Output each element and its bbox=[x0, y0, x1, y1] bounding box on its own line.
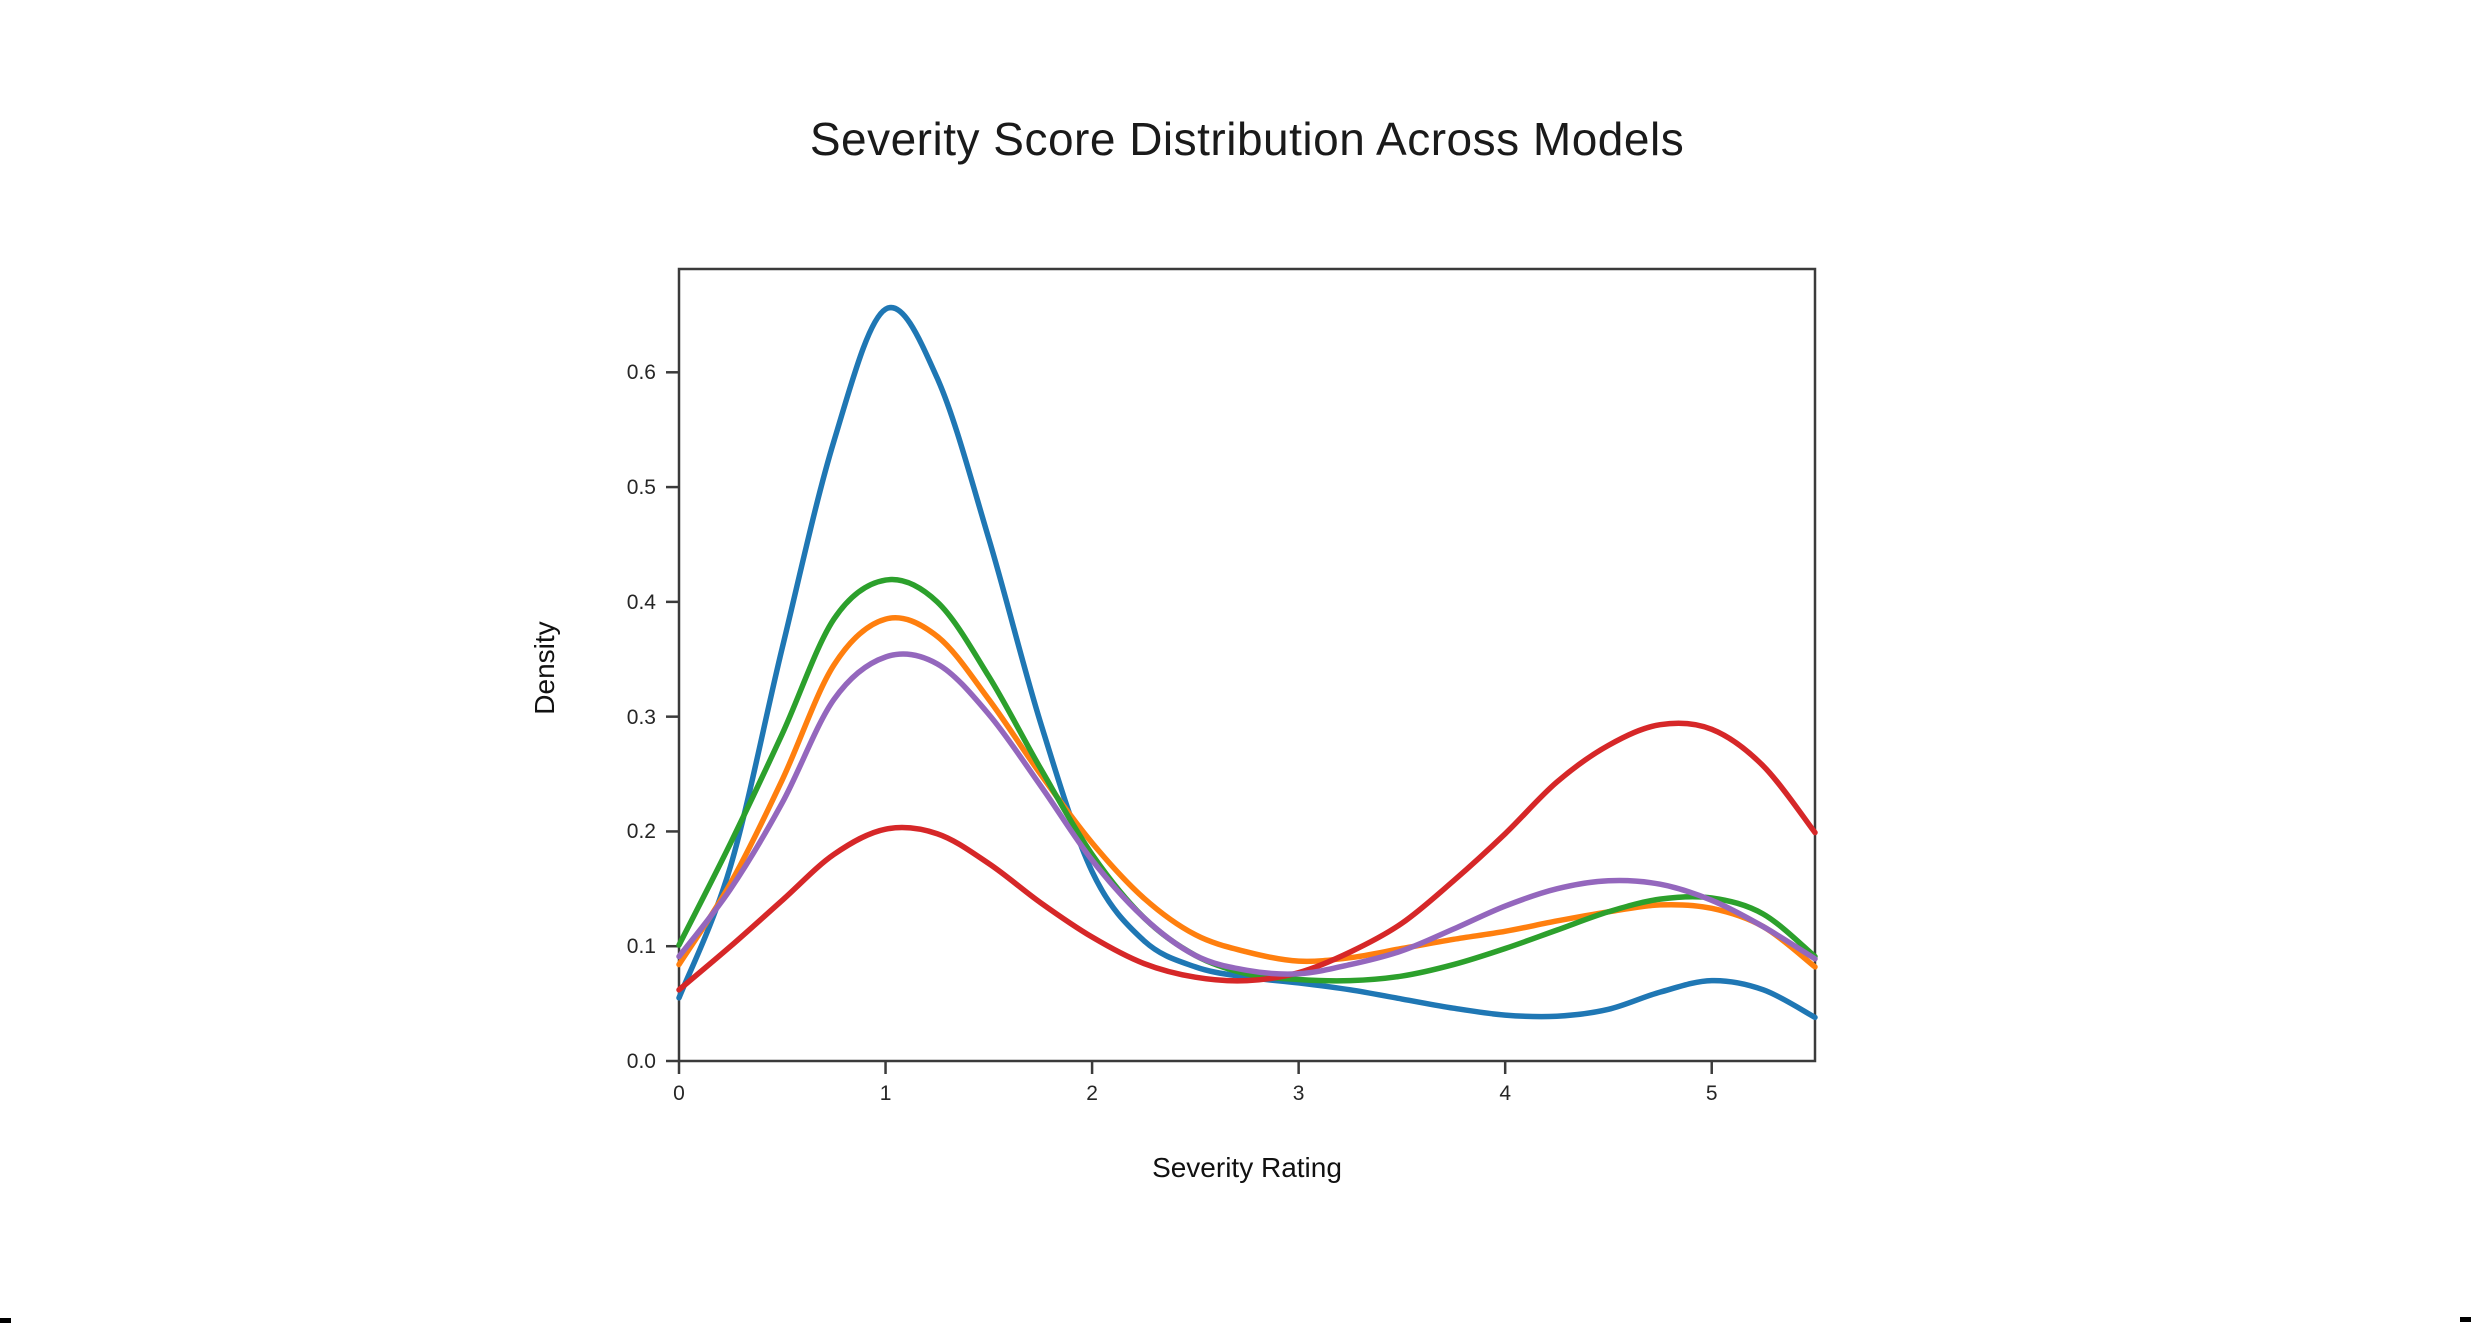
x-tick-label: 5 bbox=[1705, 1082, 1718, 1105]
x-tick-label: 0 bbox=[673, 1082, 685, 1105]
chart-title: Severity Score Distribution Across Model… bbox=[809, 113, 1685, 165]
y-tick-label: 0.4 bbox=[626, 590, 656, 614]
y-tick-label: 0.6 bbox=[626, 361, 656, 385]
y-axis-label: Density bbox=[529, 621, 560, 715]
kde-plot bbox=[666, 267, 1818, 1074]
screen-artifact-mark-bottom-left bbox=[0, 1318, 11, 1323]
density-curve-model-orange bbox=[676, 615, 1818, 970]
screen-artifact-mark-bottom-right bbox=[2460, 1317, 2471, 1322]
density-curve-model-purple bbox=[676, 651, 1818, 977]
y-tick-label: 0.2 bbox=[626, 820, 656, 844]
y-tick-label: 0.3 bbox=[626, 705, 656, 729]
x-tick-label: 3 bbox=[1292, 1082, 1305, 1105]
axes-frame bbox=[677, 267, 1817, 1063]
density-curve-model-green bbox=[676, 576, 1818, 984]
x-tick-label: 4 bbox=[1499, 1082, 1512, 1105]
x-tick-label: 1 bbox=[879, 1082, 892, 1105]
density-curve-model-red bbox=[676, 720, 1818, 993]
x-tick-label: 2 bbox=[1086, 1082, 1098, 1105]
y-tick-label: 0.0 bbox=[626, 1050, 656, 1073]
y-tick-label: 0.1 bbox=[626, 935, 656, 959]
y-tick-label: 0.5 bbox=[626, 476, 656, 500]
x-axis-label: Severity Rating bbox=[1152, 1152, 1342, 1183]
density-curve-model-blue bbox=[676, 304, 1818, 1021]
plot-area bbox=[666, 267, 1818, 1074]
